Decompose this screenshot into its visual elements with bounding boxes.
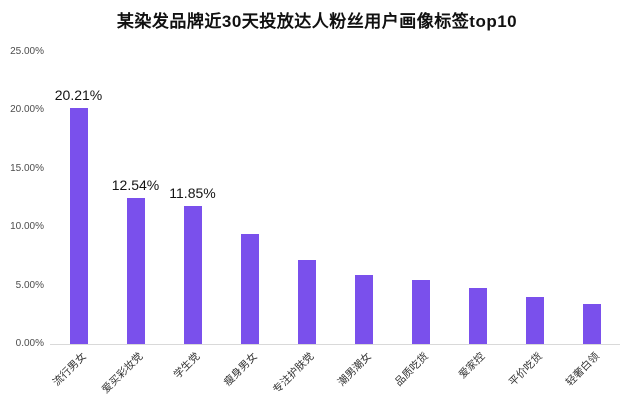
y-axis-tick-label: 15.00% — [10, 162, 44, 174]
bar-group: 潮男潮女 — [335, 52, 392, 389]
bar — [183, 205, 202, 344]
bar-group: 轻奢白领 — [563, 52, 620, 389]
x-axis-category-label: 潮男潮女 — [335, 350, 374, 389]
bar — [582, 304, 601, 344]
y-axis-tick-label: 10.00% — [10, 221, 44, 233]
x-axis-category-label: 瘦身男女 — [221, 350, 260, 389]
bar — [126, 197, 145, 344]
bar-group: 专注护肤党 — [271, 52, 335, 396]
bar — [69, 107, 88, 344]
bar-value-label: 20.21% — [54, 86, 103, 103]
bar-value-label: 11.85% — [169, 184, 216, 201]
y-axis: 25.00% 20.00% 15.00% 10.00% 5.00% 0.00% — [0, 46, 44, 350]
x-axis-line — [50, 344, 620, 345]
bar-group: 20.21% 流行男女 — [50, 52, 107, 389]
bar — [240, 234, 259, 344]
bar-value-label: 12.54% — [111, 176, 160, 193]
chart-title: 某染发品牌近30天投放达人粉丝用户画像标签top10 — [116, 12, 518, 31]
bar-group: 平价吃货 — [506, 52, 563, 389]
bar-group: 12.54% 爱买彩妆党 — [100, 52, 164, 397]
bar — [525, 297, 544, 344]
x-axis-category-label: 专注护肤党 — [270, 350, 317, 397]
bar-group: 11.85% 学生党 — [164, 52, 221, 382]
y-axis-tick-label: 25.00% — [10, 46, 44, 57]
x-axis-category-label: 学生党 — [171, 350, 203, 382]
x-axis-category-label: 流行男女 — [50, 350, 89, 389]
y-axis-tick-label: 0.00% — [15, 337, 44, 349]
x-axis-category-label: 品质吃货 — [392, 350, 431, 389]
x-axis-category-label: 轻奢白领 — [563, 350, 602, 389]
y-axis-tick-label: 5.00% — [15, 279, 44, 291]
plot-area: 20.21% 流行男女 12.54% 爱买彩妆党 11.85% 学生党 瘦身男女 专注护肤党潮… — [50, 52, 620, 397]
bar — [411, 279, 430, 344]
bar-group: 瘦身男女 — [221, 52, 278, 389]
x-axis-category-label: 爱家控 — [456, 350, 488, 382]
x-axis-category-label: 爱买彩妆党 — [99, 350, 146, 397]
bar — [354, 275, 373, 344]
bar — [297, 259, 316, 344]
bar-group: 爱家控 — [449, 52, 506, 381]
x-axis-category-label: 平价吃货 — [506, 350, 545, 389]
bar-group: 品质吃货 — [392, 52, 449, 389]
y-axis-tick-label: 20.00% — [10, 104, 44, 116]
bar — [468, 287, 487, 344]
